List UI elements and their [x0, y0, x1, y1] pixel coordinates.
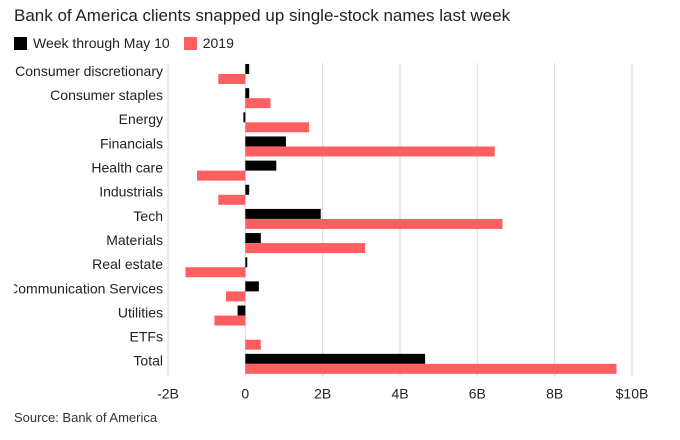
bar-2019-5 — [218, 194, 246, 205]
bar-week-4 — [245, 160, 277, 171]
category-label: Industrials — [99, 184, 163, 200]
category-label: Total — [133, 353, 163, 369]
bar-2019-12 — [245, 363, 617, 374]
category-label: Real estate — [92, 256, 163, 272]
bar-week-0 — [245, 64, 250, 74]
bar-2019-9 — [226, 291, 246, 302]
legend-swatch-week — [14, 36, 27, 50]
category-label: Consumer discretionary — [15, 63, 163, 79]
bar-week-2 — [243, 112, 246, 123]
chart-legend: Week through May 10 2019 — [14, 35, 248, 51]
bar-week-5 — [245, 184, 250, 195]
bar-2019-7 — [245, 243, 366, 254]
x-tick-label-5: 8B — [546, 386, 563, 402]
x-tick-label-2: 2B — [314, 386, 331, 402]
bar-2019-1 — [245, 98, 271, 109]
bar-week-7 — [245, 233, 261, 244]
bar-week-12 — [245, 353, 426, 364]
category-label: Materials — [106, 232, 163, 248]
bar-2019-0 — [218, 74, 246, 84]
category-label: Communication Services — [8, 280, 163, 296]
legend-item-week: Week through May 10 — [14, 35, 170, 51]
x-tick-label-6: $10B — [616, 386, 649, 402]
bar-week-6 — [245, 208, 321, 219]
bar-week-8 — [245, 257, 248, 268]
bar-2019-4 — [197, 170, 246, 181]
x-tick-label-0: -2B — [157, 386, 179, 402]
bar-2019-3 — [245, 146, 495, 157]
bar-2019-8 — [185, 267, 246, 278]
bar-2019-10 — [214, 315, 246, 326]
bar-2019-11 — [245, 339, 261, 350]
legend-swatch-2019 — [183, 36, 197, 50]
bar-2019-2 — [245, 122, 310, 133]
bar-2019-6 — [245, 218, 503, 229]
legend-label-2019: 2019 — [202, 35, 234, 51]
chart-title: Bank of America clients snapped up singl… — [14, 6, 511, 25]
bar-week-1 — [245, 88, 250, 99]
bar-week-10 — [237, 305, 246, 316]
category-label: Health care — [91, 159, 163, 175]
legend-item-2019: 2019 — [183, 35, 234, 51]
bar-week-3 — [245, 136, 286, 147]
category-label: Consumer staples — [50, 87, 163, 103]
x-tick-label-1: 0 — [241, 386, 249, 402]
x-tick-label-3: 4B — [391, 386, 408, 402]
category-label: ETFs — [130, 329, 163, 345]
legend-label-week: Week through May 10 — [33, 35, 170, 51]
category-label: Energy — [119, 111, 163, 127]
x-tick-label-4: 6B — [469, 386, 486, 402]
category-label: Tech — [133, 208, 163, 224]
bar-week-9 — [245, 281, 259, 292]
category-label: Financials — [100, 135, 163, 151]
source-note: Source: Bank of America — [14, 410, 158, 425]
category-label: Utilities — [118, 304, 163, 320]
